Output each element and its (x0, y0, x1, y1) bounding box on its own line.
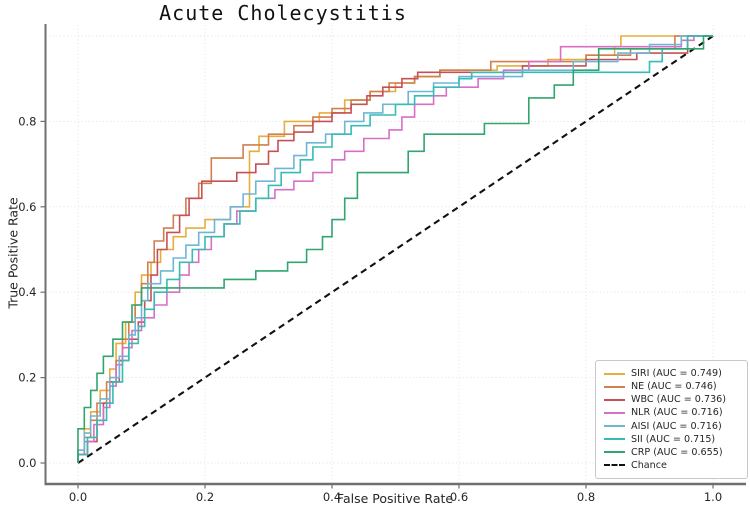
legend-line-swatch (604, 438, 625, 441)
roc-curve-AISI (77, 35, 713, 463)
legend-label: WBC (AUC = 0.736) (631, 394, 727, 406)
roc-curve-SII (77, 35, 713, 463)
x-tick-label: 0.0 (69, 490, 87, 504)
x-axis-label: False Positive Rate (336, 491, 454, 506)
legend-line-swatch (604, 411, 625, 414)
legend-item-chance: Chance (604, 459, 740, 472)
legend-label: Chance (631, 459, 667, 471)
x-tick-label: 0.6 (450, 490, 468, 504)
legend-label: AISI (AUC = 0.716) (631, 420, 722, 432)
legend-dashed-line-swatch (604, 464, 625, 467)
legend-item-SII: SII (AUC = 0.715) (604, 433, 740, 446)
y-tick-label: 0.8 (18, 114, 36, 128)
legend: SIRI (AUC = 0.749) NE (AUC = 0.746) WBC (A… (595, 360, 748, 479)
legend-label: CRP (AUC = 0.655) (631, 446, 723, 458)
legend-item-NE: NE (AUC = 0.746) (604, 380, 740, 393)
legend-item-AISI: AISI (AUC = 0.716) (604, 420, 740, 433)
legend-item-CRP: CRP (AUC = 0.655) (604, 446, 740, 459)
legend-line-swatch (604, 398, 625, 401)
legend-label: NLR (AUC = 0.716) (631, 407, 723, 419)
legend-item-WBC: WBC (AUC = 0.736) (604, 393, 740, 406)
legend-line-swatch (604, 385, 625, 388)
y-tick-label: 0.2 (18, 371, 36, 385)
y-tick-label: 0.6 (18, 200, 36, 214)
x-tick-label: 0.4 (323, 490, 341, 504)
roc-curve-CRP (77, 35, 713, 463)
y-axis-label: True Positive Rate (5, 197, 21, 309)
x-tick-label: 1.0 (704, 490, 722, 504)
legend-label: NE (AUC = 0.746) (631, 381, 717, 393)
y-tick-label: 0.4 (18, 285, 36, 299)
legend-line-swatch (604, 451, 625, 454)
legend-item-NLR: NLR (AUC = 0.716) (604, 406, 740, 419)
legend-label: SII (AUC = 0.715) (631, 433, 716, 445)
x-tick-label: 0.2 (196, 490, 214, 504)
y-tick-label: 0.0 (18, 456, 36, 470)
legend-line-swatch (604, 372, 625, 375)
legend-item-SIRI: SIRI (AUC = 0.749) (604, 367, 740, 380)
legend-label: SIRI (AUC = 0.749) (631, 368, 722, 379)
legend-line-swatch (604, 425, 625, 428)
chart-title: Acute Cholecystitis (159, 1, 407, 25)
x-tick-label: 0.8 (577, 490, 595, 504)
